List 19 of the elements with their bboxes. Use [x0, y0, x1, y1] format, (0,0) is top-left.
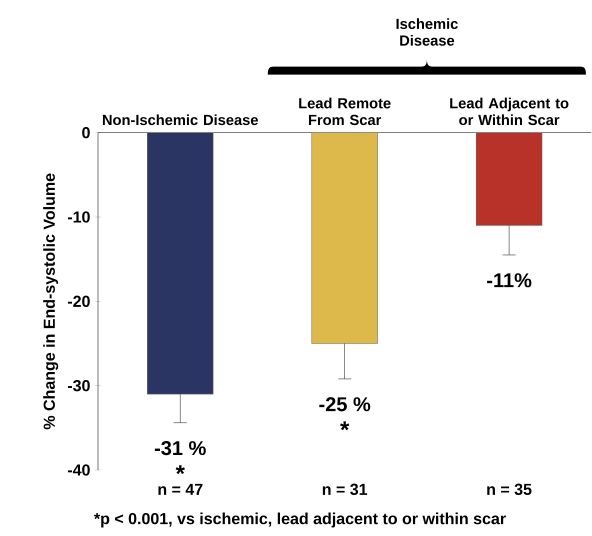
y-tick-label: -40: [68, 464, 90, 476]
y-tick-label: -20: [68, 296, 90, 307]
y-tick-label: -30: [68, 380, 90, 392]
y-axis-title: % Change in End-systolic Volume: [43, 174, 58, 430]
text: n = 31: [322, 484, 368, 496]
x-tick-label: Lead Remote From Scar: [299, 98, 391, 126]
x-tick-label: Non-Ischemic Disease: [102, 114, 258, 126]
text: n = 35: [487, 484, 532, 496]
y-tick-label: 0: [82, 127, 90, 138]
text: *p < 0.001, vs ischemic, lead adjacent to or within scar: [94, 512, 506, 528]
data-label: -31 %: [154, 441, 206, 456]
data-label: -11%: [487, 273, 532, 288]
data-label: -25 %: [319, 397, 370, 412]
annotation: *: [176, 465, 185, 474]
annotation: *: [340, 421, 350, 430]
y-tick-label: -10: [68, 211, 90, 223]
x-tick-label: Lead Adjacent to or Within Scar: [450, 98, 568, 126]
text: Ischemic Disease: [396, 18, 458, 46]
text: n = 47: [158, 484, 202, 495]
